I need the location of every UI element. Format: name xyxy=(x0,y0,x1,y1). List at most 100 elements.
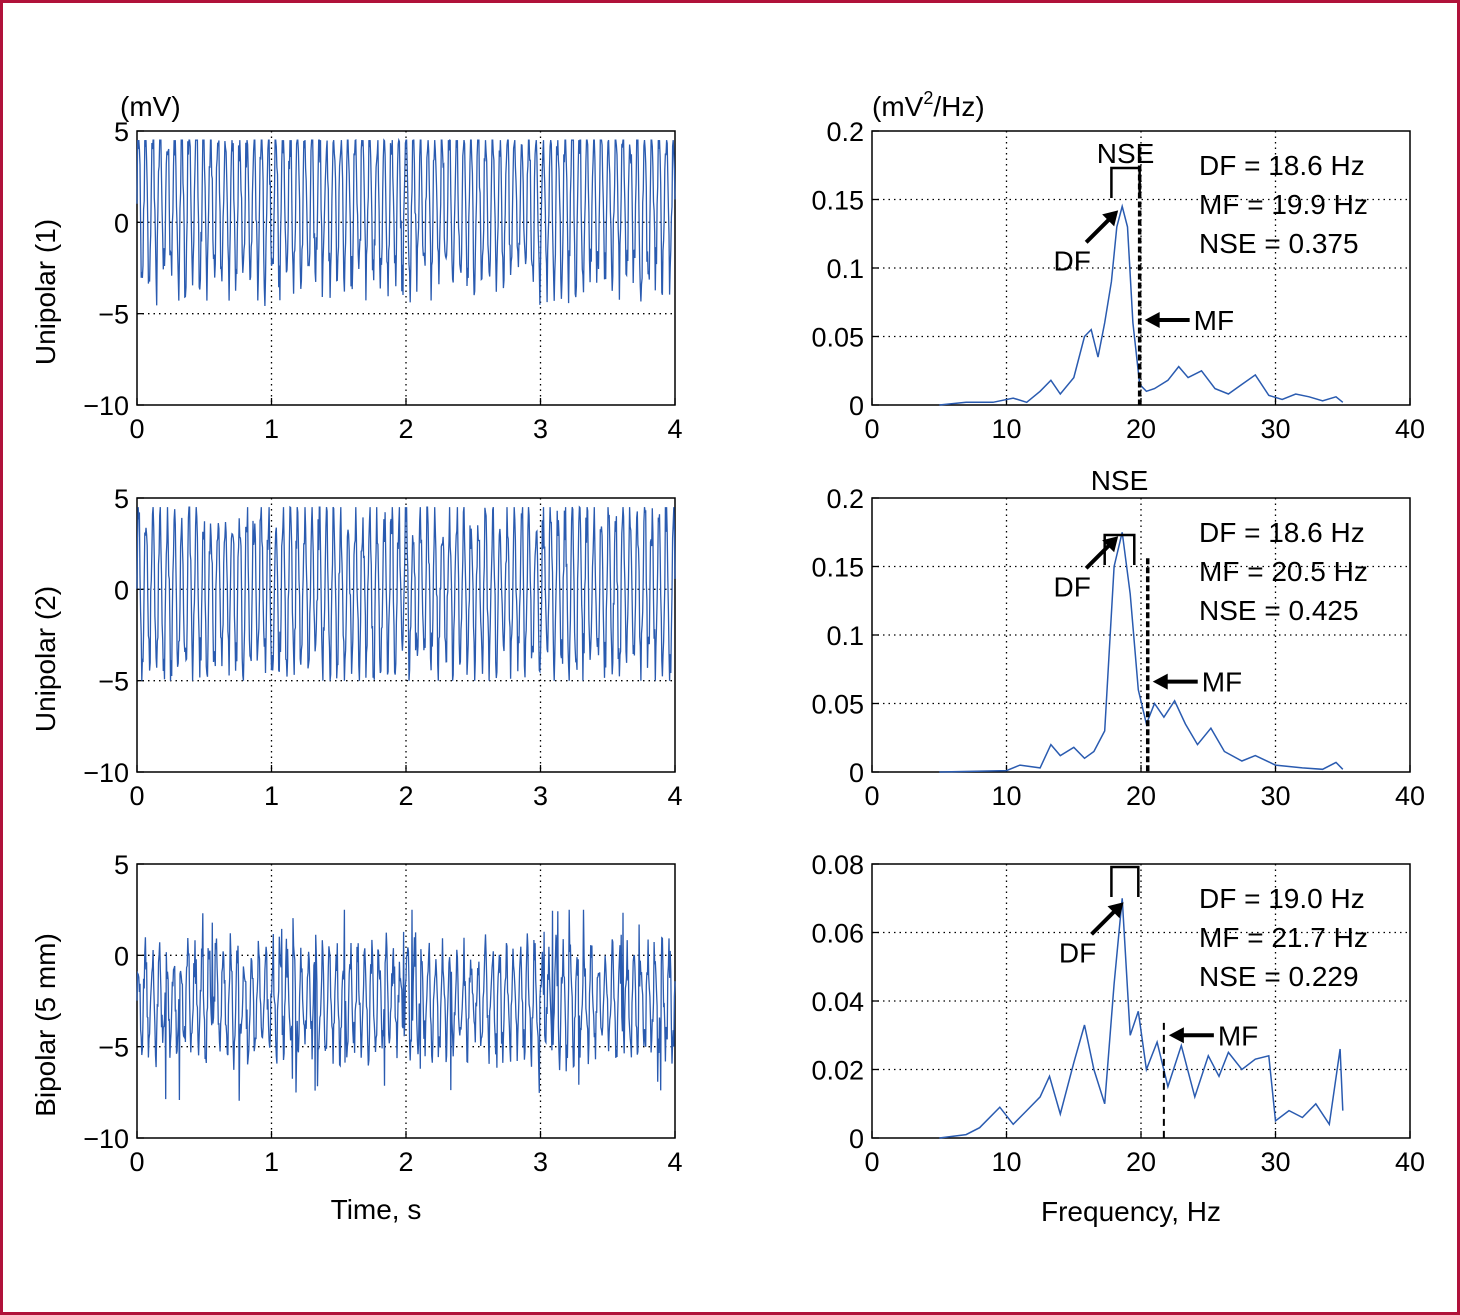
y-tick-label: 0.1 xyxy=(826,254,864,284)
mf-arrow-head xyxy=(1144,312,1160,329)
y-tick-label: 5 xyxy=(114,850,129,880)
time-panel-ylabel: Unipolar (2) xyxy=(30,586,61,732)
x-tick-label: 30 xyxy=(1260,414,1290,444)
stat-dominant-frequency: DF = 18.6 Hz xyxy=(1199,517,1365,548)
x-tick-label: 20 xyxy=(1126,781,1156,811)
x-tick-label: 40 xyxy=(1395,414,1425,444)
df-arrow-shaft xyxy=(1084,540,1114,570)
y-tick-label: 0 xyxy=(849,758,864,788)
x-tick-label: 2 xyxy=(398,414,413,444)
y-tick-label: 0.15 xyxy=(811,186,864,216)
electrogram-trace xyxy=(136,505,676,681)
y-tick-label: −10 xyxy=(83,1124,129,1154)
time-panel-t3: 0 1 2 3 4 5 0 −5 −10 Bipolar (5 mm) xyxy=(30,850,683,1177)
stat-normalized-spectral-entropy: NSE = 0.375 xyxy=(1199,228,1359,259)
x-tick-label: 4 xyxy=(667,781,682,811)
x-tick-label: 4 xyxy=(667,414,682,444)
x-tick-label: 0 xyxy=(864,781,879,811)
stat-median-frequency: MF = 20.5 Hz xyxy=(1199,556,1368,587)
mf-label: MF xyxy=(1218,1020,1258,1051)
x-tick-label: 0 xyxy=(129,1147,144,1177)
y-tick-label: 0.05 xyxy=(811,690,864,720)
stat-normalized-spectral-entropy: NSE = 0.229 xyxy=(1199,961,1359,992)
x-tick-label: 0 xyxy=(864,414,879,444)
mf-label: MF xyxy=(1202,667,1242,698)
x-tick-label: 2 xyxy=(398,781,413,811)
mf-arrow-head xyxy=(1152,673,1168,690)
x-tick-label: 3 xyxy=(533,1147,548,1177)
x-tick-label: 30 xyxy=(1260,781,1290,811)
df-arrow-head xyxy=(1102,210,1119,227)
y-tick-label: −10 xyxy=(83,758,129,788)
x-tick-label: 20 xyxy=(1126,414,1156,444)
time-panel-ylabel: Bipolar (5 mm) xyxy=(30,933,61,1117)
y-tick-label: 0 xyxy=(114,575,129,605)
y-tick-label: −5 xyxy=(98,300,129,330)
x-tick-label: 1 xyxy=(264,781,279,811)
df-arrow-head xyxy=(1102,536,1119,553)
y-tick-label: 0.2 xyxy=(826,484,864,514)
time-axes-frame xyxy=(136,130,676,406)
df-label: DF xyxy=(1054,571,1091,602)
y-tick-label: 0.04 xyxy=(811,987,864,1017)
spectrum-panel-f3: 0 10 20 30 40 0.08 0.06 0.04 0.02 0 DF MF DF = 19.0 … xyxy=(811,850,1425,1177)
df-arrow-shaft xyxy=(1090,906,1119,936)
x-tick-label: 0 xyxy=(864,1147,879,1177)
power-spectrum-trace xyxy=(939,898,1344,1139)
x-tick-label: 10 xyxy=(991,1147,1021,1177)
nse-bracket xyxy=(1110,166,1141,198)
x-tick-label: 4 xyxy=(667,1147,682,1177)
stat-dominant-frequency: DF = 19.0 Hz xyxy=(1199,883,1365,914)
time-panel-t2: 0 1 2 3 4 5 0 −5 −10 Unipolar (2) xyxy=(30,484,683,811)
x-tick-label: 0 xyxy=(129,414,144,444)
x-tick-label: 3 xyxy=(533,781,548,811)
x-tick-label: 40 xyxy=(1395,1147,1425,1177)
df-label: DF xyxy=(1059,937,1096,968)
time-unit-label: (mV) xyxy=(120,91,181,122)
x-tick-label: 0 xyxy=(129,781,144,811)
x-tick-label: 1 xyxy=(264,1147,279,1177)
df-arrow-shaft xyxy=(1084,214,1114,244)
y-tick-label: 0.1 xyxy=(826,621,864,651)
nse-label: NSE xyxy=(1097,138,1155,169)
y-tick-label: 5 xyxy=(114,484,129,514)
y-tick-label: −5 xyxy=(98,667,129,697)
y-tick-label: 0 xyxy=(849,391,864,421)
x-tick-label: 10 xyxy=(991,781,1021,811)
y-tick-label: −10 xyxy=(83,391,129,421)
nse-bracket xyxy=(1110,865,1140,897)
x-tick-label: 1 xyxy=(264,414,279,444)
x-tick-label: 40 xyxy=(1395,781,1425,811)
mf-label: MF xyxy=(1194,305,1234,336)
x-tick-label: 20 xyxy=(1126,1147,1156,1177)
y-tick-label: 0 xyxy=(849,1124,864,1154)
df-arrow-head xyxy=(1107,902,1124,919)
y-tick-label: 0 xyxy=(114,208,129,238)
y-tick-label: 0.02 xyxy=(811,1056,864,1086)
stat-median-frequency: MF = 19.9 Hz xyxy=(1199,189,1368,220)
y-tick-label: 0.08 xyxy=(811,850,864,880)
y-tick-label: 5 xyxy=(114,117,129,147)
electrogram-trace xyxy=(136,909,676,1101)
time-panel-t1: 0 1 2 3 4 5 0 −5 −10 Unipolar (1) xyxy=(30,117,683,444)
time-panel-ylabel: Unipolar (1) xyxy=(30,219,61,365)
frequency-axis-xlabel: Frequency, Hz xyxy=(1041,1196,1221,1227)
freq-unit-label: (mV2/Hz) xyxy=(872,88,985,122)
stat-dominant-frequency: DF = 18.6 Hz xyxy=(1199,150,1365,181)
y-tick-label: −5 xyxy=(98,1033,129,1063)
spectrum-panel-f2: 0 10 20 30 40 0.2 0.15 0.1 0.05 0 NSE DF MF DF = 18.6… xyxy=(811,465,1425,811)
stat-normalized-spectral-entropy: NSE = 0.425 xyxy=(1199,595,1359,626)
y-tick-label: 0.2 xyxy=(826,117,864,147)
time-axis-xlabel: Time, s xyxy=(331,1194,422,1225)
x-tick-label: 2 xyxy=(398,1147,413,1177)
df-label: DF xyxy=(1054,245,1091,276)
spectrum-axes-frame xyxy=(871,497,1411,773)
spectrum-panel-f1: 0 10 20 30 40 0.2 0.15 0.1 0.05 0 NSE DF MF DF = 18.6… xyxy=(811,117,1425,444)
nse-label: NSE xyxy=(1091,465,1149,496)
x-tick-label: 10 xyxy=(991,414,1021,444)
y-tick-label: 0.05 xyxy=(811,323,864,353)
electrogram-trace xyxy=(136,137,676,307)
y-tick-label: 0.15 xyxy=(811,553,864,583)
y-tick-label: 0 xyxy=(114,941,129,971)
